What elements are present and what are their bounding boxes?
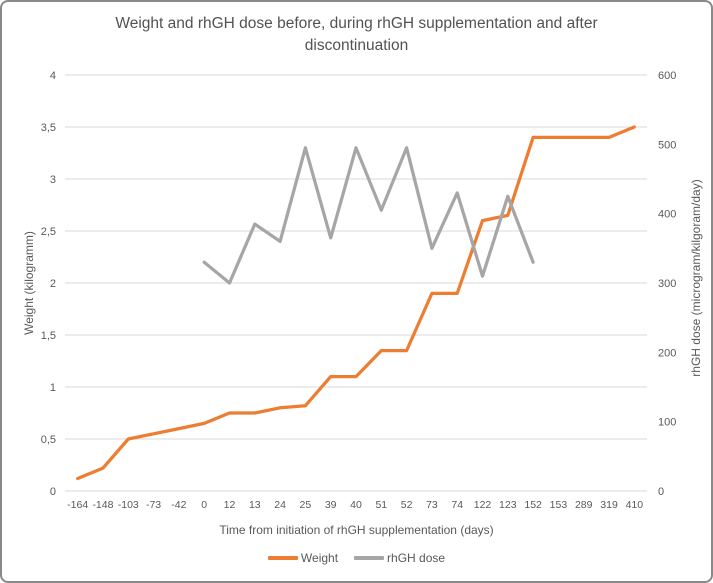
legend: Weight rhGH dose	[2, 551, 711, 565]
left-axis-title: Weight (kilogramm)	[22, 231, 36, 335]
x-axis-tick-label: 410	[626, 499, 644, 511]
right-axis-tick-label: 400	[658, 209, 676, 221]
weight-line-swatch	[267, 556, 298, 560]
rhgh-dose-line	[202, 146, 535, 285]
x-axis-tick-label: 319	[600, 499, 618, 511]
x-axis-tick-label: 39	[325, 499, 337, 511]
legend-item-weight: Weight	[267, 551, 339, 565]
right-axis-title: rhGH dose (microgram/kilgoram/day)	[689, 179, 703, 377]
right-axis-tick-label: 0	[658, 486, 664, 498]
x-axis-tick-label: -148	[92, 499, 113, 511]
right-axis-tick-label: 600	[658, 70, 676, 82]
x-axis-tick-label: 51	[375, 499, 387, 511]
legend-item-rhgh-dose: rhGH dose	[354, 551, 445, 565]
chart-title: Weight and rhGH dose before, during rhGH…	[115, 15, 598, 55]
left-axis-tick-label: 2	[50, 278, 56, 290]
legend-label-weight: Weight	[300, 551, 339, 565]
x-axis-tick-label: -103	[118, 499, 139, 511]
x-axis-tick-label: 122	[474, 499, 492, 511]
x-axis-tick-label: 13	[249, 499, 261, 511]
x-axis-tick-label: 153	[550, 499, 568, 511]
left-axis-tick-label: 1	[50, 382, 56, 394]
left-axis-tick-label: 4	[50, 70, 56, 82]
x-axis-tick-label: 25	[300, 499, 312, 511]
left-axis-tick-label: 2,5	[41, 226, 56, 238]
left-axis-tick-label: 3	[50, 174, 56, 186]
x-axis-tick-label: 40	[350, 499, 362, 511]
x-axis-title: Time from initiation of rhGH supplementa…	[219, 523, 494, 537]
x-axis-tick-label: 289	[575, 499, 593, 511]
x-axis-tick-label: 12	[224, 499, 236, 511]
x-axis-tick-label: -164	[67, 499, 88, 511]
right-axis-tick-label: 200	[658, 347, 676, 359]
x-axis-tick-label: 123	[499, 499, 517, 511]
right-axis-tick-label: 300	[658, 278, 676, 290]
left-axis-tick-label: 3,5	[41, 122, 56, 134]
rhgh-dose-line-swatch	[354, 556, 385, 560]
right-axis-tick-label: 500	[658, 139, 676, 151]
x-axis-tick-label: 52	[401, 499, 413, 511]
weight-line	[76, 125, 636, 481]
x-axis-tick-label: 73	[426, 499, 438, 511]
left-axis-tick-label: 1,5	[41, 330, 56, 342]
x-axis-tick-label: 0	[201, 499, 207, 511]
x-axis-tick-label: 24	[274, 499, 286, 511]
x-axis-tick-label: -73	[146, 499, 161, 511]
x-axis-tick-label: 74	[451, 499, 463, 511]
left-axis-tick-label: 0	[50, 486, 56, 498]
legend-label-rhgh-dose: rhGH dose	[387, 551, 446, 565]
x-axis-tick-label: -42	[171, 499, 186, 511]
right-axis-tick-label: 100	[658, 417, 676, 429]
x-axis-tick-label: 152	[524, 499, 542, 511]
left-axis-tick-label: 0,5	[41, 434, 56, 446]
